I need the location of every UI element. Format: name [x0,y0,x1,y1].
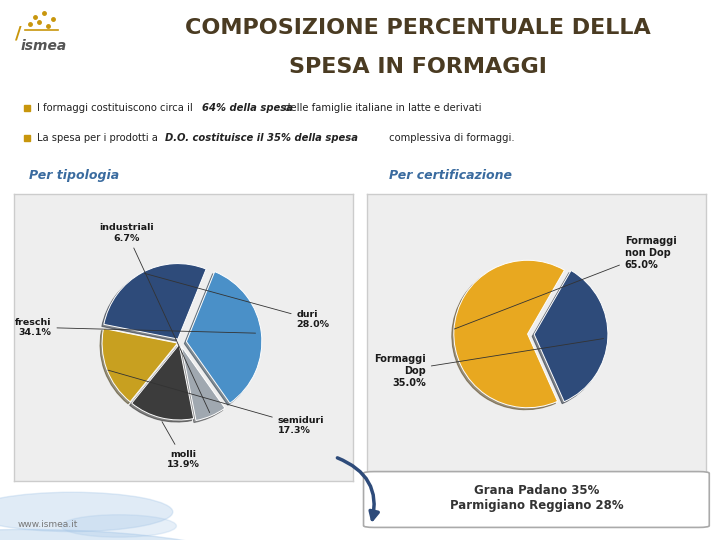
Text: ismea: ismea [21,39,67,53]
Text: Per certificazione: Per certificazione [389,169,512,182]
Text: duri
28.0%: duri 28.0% [145,273,330,329]
Text: 64% della spesa: 64% della spesa [202,103,294,113]
Text: La spesa per i prodotti a: La spesa per i prodotti a [37,133,161,144]
Text: COMPOSIZIONE PERCENTUALE DELLA: COMPOSIZIONE PERCENTUALE DELLA [185,18,650,38]
Wedge shape [186,272,262,403]
Text: Formaggi
Dop
35.0%: Formaggi Dop 35.0% [374,339,603,388]
Wedge shape [181,347,225,421]
Circle shape [61,515,176,537]
Text: semiduri
17.3%: semiduri 17.3% [108,370,324,435]
Text: complessiva di formaggi.: complessiva di formaggi. [386,133,514,144]
Wedge shape [104,264,206,339]
Wedge shape [132,345,194,420]
Text: SPESA IN FORMAGGI: SPESA IN FORMAGGI [289,57,546,77]
Text: www.ismea.it: www.ismea.it [18,521,78,529]
Wedge shape [454,260,564,408]
Text: Formaggi
non Dop
65.0%: Formaggi non Dop 65.0% [454,237,677,329]
Text: Per tipologia: Per tipologia [29,169,119,182]
Text: Grana Padano 35%
Parmigiano Reggiano 28%: Grana Padano 35% Parmigiano Reggiano 28% [449,484,624,512]
Text: D.O. costituisce il 35% della spesa: D.O. costituisce il 35% della spesa [165,133,358,144]
Text: I formaggi costituiscono circa il: I formaggi costituiscono circa il [37,103,195,113]
Text: delle famiglie italiane in latte e derivati: delle famiglie italiane in latte e deriv… [281,103,481,113]
FancyBboxPatch shape [364,471,709,528]
Text: molli
13.9%: molli 13.9% [162,422,200,469]
Wedge shape [102,328,178,402]
Wedge shape [534,271,608,402]
Text: /: / [15,25,22,43]
Text: industriali
6.7%: industriali 6.7% [99,223,210,413]
Circle shape [0,529,277,540]
Text: freschi
34.1%: freschi 34.1% [15,318,256,337]
Circle shape [0,492,173,531]
